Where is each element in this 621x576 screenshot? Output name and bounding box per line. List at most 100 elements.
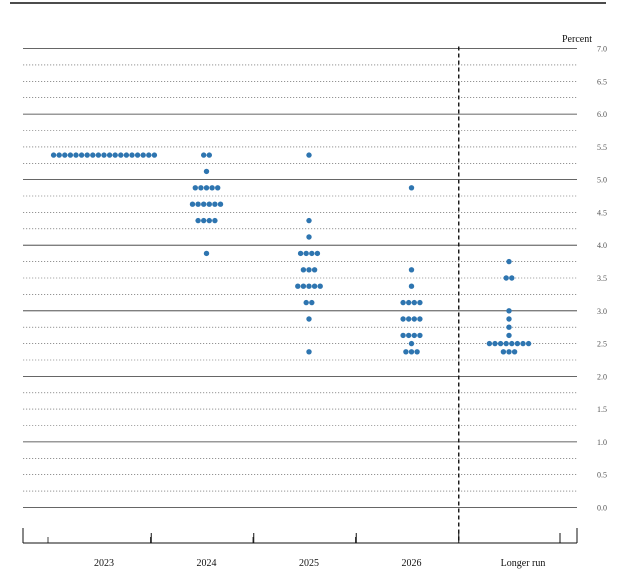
data-point (306, 234, 312, 240)
data-point (408, 267, 415, 273)
data-point (303, 299, 309, 306)
y-tick-label: 6.0 (597, 110, 607, 119)
data-point (309, 299, 315, 306)
data-point (514, 340, 521, 347)
y-tick-label: 7.0 (597, 45, 607, 54)
data-point (406, 316, 412, 322)
data-point (295, 283, 301, 289)
data-point (506, 349, 512, 355)
data-point (206, 201, 212, 207)
data-point (67, 152, 74, 158)
data-point (417, 299, 423, 306)
data-point (503, 275, 509, 281)
data-point (56, 152, 62, 158)
data-point (400, 316, 406, 322)
unit-label: Percent (562, 34, 592, 45)
data-point (306, 349, 312, 355)
x-axis: 2023 2024 2025 2026 Longer run (22, 528, 578, 569)
data-point (509, 340, 515, 347)
data-point (209, 185, 215, 191)
data-point (206, 217, 212, 224)
data-point (403, 349, 409, 355)
data-point (201, 152, 207, 158)
data-point (297, 250, 304, 257)
data-point (192, 185, 198, 191)
data-point (408, 283, 415, 289)
data-point (118, 152, 124, 158)
data-point (206, 152, 212, 158)
data-point (134, 152, 141, 158)
data-point (198, 185, 204, 191)
data-point (84, 152, 90, 158)
data-point (411, 332, 417, 339)
data-point (203, 185, 210, 191)
y-tick-label: 0.5 (597, 471, 607, 480)
x-category-label: Longer run (501, 558, 546, 569)
data-point (520, 340, 526, 347)
data-point (506, 258, 512, 265)
data-point (95, 152, 102, 158)
data-point (106, 152, 113, 158)
data-point (300, 283, 307, 289)
data-point (317, 283, 323, 289)
data-point (506, 316, 512, 322)
data-point (511, 349, 518, 355)
data-point (212, 201, 218, 207)
data-point (400, 299, 406, 306)
data-point (306, 283, 312, 289)
data-point (417, 316, 423, 322)
data-point (506, 324, 512, 330)
data-point (408, 340, 415, 347)
data-point (311, 283, 318, 289)
data-point (506, 308, 512, 314)
data-point (195, 201, 201, 207)
data-point (201, 201, 207, 207)
y-axis: 0.0 0.5 1.0 1.5 2.0 2.5 3.0 3.5 4.0 4.5 5.0 5.5 6.0 6… (597, 45, 607, 513)
data-point (411, 316, 417, 322)
data-point (203, 250, 210, 257)
data-point (500, 349, 507, 355)
data-point (215, 185, 221, 191)
data-point (306, 267, 312, 273)
x-category-label: 2026 (402, 558, 422, 569)
data-point (311, 267, 318, 273)
data-point (303, 250, 309, 257)
data-point (146, 152, 152, 158)
data-point (406, 332, 412, 339)
data-point (408, 349, 415, 355)
data-point (408, 185, 415, 191)
data-point (492, 340, 498, 347)
y-tick-label: 6.5 (597, 77, 607, 86)
data-point (306, 316, 312, 322)
y-tick-label: 1.5 (597, 405, 607, 414)
data-point (203, 168, 210, 175)
data-point (309, 250, 315, 257)
data-point (406, 299, 412, 306)
data-point (217, 201, 224, 207)
data-point (414, 349, 420, 355)
data-point (189, 201, 196, 207)
data-point (306, 217, 312, 224)
data-point (129, 152, 135, 158)
data-point (151, 152, 158, 158)
data-point (212, 217, 218, 224)
x-category-label: 2025 (299, 558, 319, 569)
data-point (62, 152, 68, 158)
data-point (486, 340, 493, 347)
y-tick-label: 4.0 (597, 241, 607, 250)
data-point (101, 152, 107, 158)
grid-lines (23, 48, 577, 508)
data-point (201, 217, 207, 224)
data-point (417, 332, 423, 339)
data-point (497, 340, 504, 347)
data-point (300, 267, 307, 273)
data-point (73, 152, 79, 158)
y-tick-label: 3.5 (597, 274, 607, 283)
y-tick-label: 5.5 (597, 143, 607, 152)
data-point (506, 332, 512, 339)
x-category-label: 2023 (94, 558, 114, 569)
data-point (306, 152, 312, 158)
data-point (509, 275, 515, 281)
data-point (78, 152, 85, 158)
data-point (314, 250, 321, 257)
